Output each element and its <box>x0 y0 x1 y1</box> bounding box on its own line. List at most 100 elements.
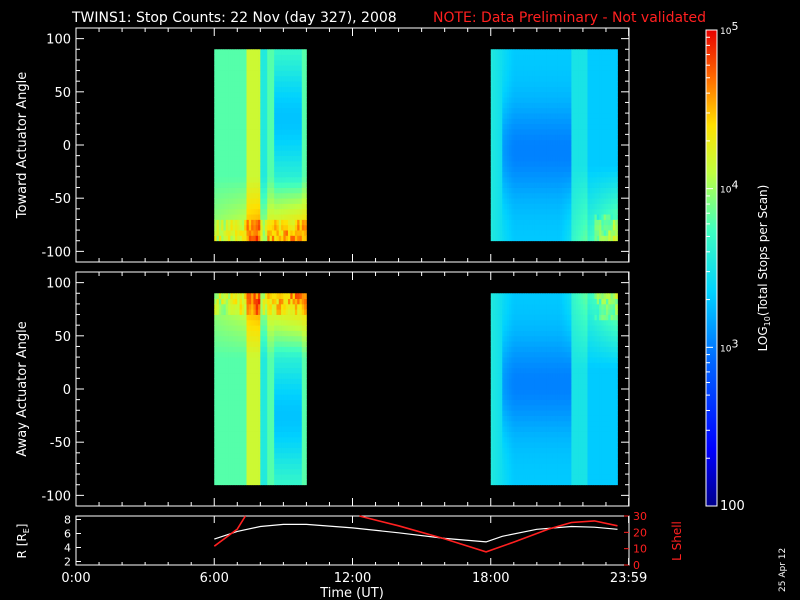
heatmap-cell <box>253 235 257 242</box>
heatmap-cell <box>262 335 266 342</box>
heatmap-cell <box>543 160 547 167</box>
heatmap-cell <box>612 102 616 109</box>
heatmap-cell <box>304 442 307 448</box>
heatmap-cell <box>278 123 282 130</box>
heatmap-cell <box>541 145 545 151</box>
heatmap-cell <box>269 479 273 486</box>
heatmap-cell <box>582 54 586 61</box>
heatmap-cell <box>495 166 499 172</box>
heatmap-cell <box>543 235 547 242</box>
heatmap-cell <box>216 86 220 93</box>
heatmap-cell <box>571 102 575 109</box>
heatmap-cell <box>223 325 227 331</box>
heatmap-cell <box>571 91 575 98</box>
heatmap-cell <box>237 208 240 215</box>
heatmap-cell <box>274 75 277 82</box>
heatmap-cell <box>230 362 234 369</box>
heatmap-cell <box>258 468 261 475</box>
heatmap-cell <box>552 75 556 82</box>
heatmap-cell <box>541 70 545 77</box>
heatmap-cell <box>541 86 545 93</box>
heatmap-cell <box>223 415 227 422</box>
heatmap-cell <box>594 54 598 61</box>
heatmap-cell <box>304 341 307 347</box>
heatmap-cell <box>248 219 252 226</box>
heatmap-cell <box>546 81 549 87</box>
heatmap-cell <box>228 357 231 363</box>
heatmap-cell <box>594 75 598 82</box>
heatmap-cell <box>276 113 280 119</box>
heatmap-cell <box>516 97 519 103</box>
heatmap-cell <box>569 91 572 98</box>
heatmap-cell <box>260 214 264 220</box>
heatmap-cell <box>237 214 240 220</box>
heatmap-cell <box>573 59 577 66</box>
heatmap-cell <box>260 145 264 151</box>
heatmap-cell <box>304 107 307 114</box>
heatmap-cell <box>529 81 533 87</box>
heatmap-cell <box>232 378 236 385</box>
heatmap-cell <box>255 373 259 379</box>
heatmap-cell <box>294 235 298 242</box>
heatmap-cell <box>536 208 540 215</box>
heatmap-cell <box>287 123 291 130</box>
heatmap-cell <box>587 65 591 71</box>
heatmap-cell <box>221 442 224 448</box>
heatmap-cell <box>278 182 282 188</box>
heatmap-cell <box>612 150 616 157</box>
heatmap-cell <box>290 447 293 454</box>
heatmap-cell <box>255 134 259 141</box>
heatmap-cell <box>578 203 582 210</box>
heatmap-cell <box>278 341 282 347</box>
heatmap-cell <box>513 182 517 188</box>
heatmap-cell <box>274 145 277 151</box>
heatmap-cell <box>246 235 250 242</box>
heatmap-cell <box>294 230 298 236</box>
heatmap-cell <box>244 75 247 82</box>
heatmap-cell <box>260 86 264 93</box>
heatmap-cell <box>246 383 250 390</box>
heatmap-cell <box>269 235 273 242</box>
heatmap-cell <box>287 325 291 331</box>
heatmap-cell <box>594 198 598 204</box>
heatmap-cell <box>562 123 565 130</box>
heatmap-cell <box>504 123 508 130</box>
heatmap-cell <box>529 134 533 141</box>
heatmap-cell <box>287 49 291 55</box>
heatmap-cell <box>292 150 296 157</box>
heatmap-cell <box>239 155 243 162</box>
heatmap-cell <box>276 171 280 178</box>
heatmap-cell <box>283 91 287 98</box>
heatmap-cell <box>499 113 503 119</box>
heatmap-cell <box>225 187 229 194</box>
heatmap-cell <box>555 176 558 183</box>
heatmap-cell <box>218 81 222 87</box>
heatmap-cell <box>552 107 556 114</box>
heatmap-cell <box>525 145 529 151</box>
heatmap-cell <box>246 91 250 98</box>
heatmap-cell <box>258 59 261 66</box>
heatmap-cell <box>271 182 275 188</box>
heatmap-cell <box>301 293 305 299</box>
heatmap-cell <box>509 208 512 215</box>
heatmap-cell <box>285 230 289 236</box>
heatmap-cell <box>541 192 545 199</box>
heatmap-cell <box>504 65 508 71</box>
heatmap-cell <box>221 351 224 358</box>
heatmap-cell <box>603 91 607 98</box>
heatmap-cell <box>274 155 277 162</box>
heatmap-cell <box>216 176 220 183</box>
heatmap-cell <box>225 314 229 321</box>
heatmap-cell <box>599 145 602 151</box>
heatmap-cell <box>571 75 575 82</box>
heatmap-cell <box>529 91 533 98</box>
heatmap-cell <box>304 458 307 464</box>
heatmap-cell <box>264 452 268 459</box>
heatmap-cell <box>214 357 217 363</box>
heatmap-cell <box>228 474 231 480</box>
heatmap-cell <box>290 378 293 385</box>
heatmap-cell <box>513 208 517 215</box>
heatmap-cell <box>241 224 245 231</box>
heatmap-cell <box>269 319 273 326</box>
heatmap-cell <box>525 150 529 157</box>
